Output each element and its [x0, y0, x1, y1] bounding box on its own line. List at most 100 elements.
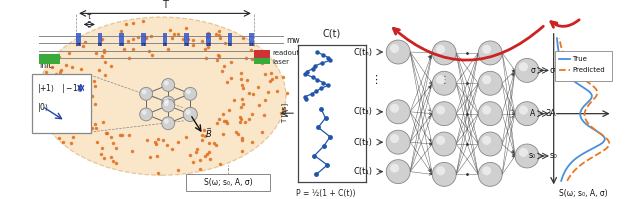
Circle shape — [519, 148, 528, 157]
Text: τ: τ — [87, 12, 92, 21]
Circle shape — [482, 136, 491, 145]
Text: 3: 3 — [545, 109, 551, 118]
Bar — [184, 33, 189, 46]
Circle shape — [164, 81, 169, 86]
Circle shape — [482, 45, 491, 54]
Text: π: π — [141, 42, 145, 47]
Circle shape — [436, 105, 445, 115]
Circle shape — [162, 99, 175, 112]
Circle shape — [140, 108, 152, 121]
Bar — [228, 33, 232, 46]
Text: σ: σ — [531, 66, 535, 75]
Circle shape — [432, 41, 456, 65]
Text: mw: mw — [286, 36, 300, 45]
Circle shape — [387, 40, 410, 64]
Circle shape — [387, 100, 410, 124]
Text: $|{+1}\rangle$: $|{+1}\rangle$ — [36, 82, 55, 95]
Text: σ: σ — [550, 66, 556, 75]
Circle shape — [478, 41, 502, 65]
Text: s₀: s₀ — [528, 151, 535, 160]
Circle shape — [162, 117, 175, 130]
Circle shape — [141, 110, 147, 115]
Circle shape — [436, 75, 445, 84]
Text: C(t₁): C(t₁) — [353, 167, 372, 176]
Circle shape — [515, 144, 539, 168]
Circle shape — [482, 75, 491, 84]
Bar — [40, 54, 60, 64]
Bar — [206, 33, 211, 46]
Circle shape — [186, 110, 191, 115]
Circle shape — [519, 62, 528, 71]
FancyBboxPatch shape — [186, 174, 270, 191]
Bar — [98, 33, 102, 46]
Circle shape — [183, 107, 197, 121]
Circle shape — [436, 136, 445, 145]
Circle shape — [436, 45, 445, 54]
Bar — [253, 50, 270, 58]
Text: P = ½(1 + C(t)): P = ½(1 + C(t)) — [296, 189, 356, 198]
Text: readout: readout — [272, 50, 300, 56]
Circle shape — [478, 132, 502, 156]
Circle shape — [519, 105, 528, 115]
Text: π: π — [228, 42, 232, 47]
Circle shape — [184, 87, 196, 100]
Text: $\vec{B}$: $\vec{B}$ — [205, 126, 212, 140]
Text: $|-1\rangle$: $|-1\rangle$ — [61, 82, 82, 95]
Circle shape — [482, 166, 491, 175]
Circle shape — [162, 96, 175, 109]
Circle shape — [164, 98, 169, 103]
Text: laser: laser — [272, 59, 289, 65]
Circle shape — [515, 102, 539, 126]
Circle shape — [432, 132, 456, 156]
Text: π: π — [206, 42, 210, 47]
Circle shape — [478, 71, 502, 95]
Bar — [141, 33, 146, 46]
Circle shape — [186, 110, 191, 115]
Circle shape — [141, 89, 147, 94]
Text: ⋮: ⋮ — [439, 75, 449, 85]
Bar — [249, 33, 253, 46]
Text: C(t): C(t) — [323, 28, 341, 38]
Circle shape — [436, 166, 445, 175]
Text: C(t₃): C(t₃) — [353, 107, 372, 116]
Text: ⋮: ⋮ — [370, 75, 381, 85]
Circle shape — [432, 102, 456, 126]
Text: $|0\rangle$: $|0\rangle$ — [36, 101, 49, 114]
Ellipse shape — [38, 17, 286, 175]
Text: π: π — [99, 42, 102, 47]
Bar — [163, 33, 167, 46]
Text: π: π — [185, 42, 188, 47]
Circle shape — [390, 134, 399, 143]
Circle shape — [390, 104, 399, 113]
Circle shape — [186, 89, 191, 94]
Bar — [120, 33, 124, 46]
Circle shape — [478, 162, 502, 186]
Text: s₀: s₀ — [550, 151, 557, 160]
Circle shape — [390, 44, 399, 53]
Text: S(ω; s₀, A, σ): S(ω; s₀, A, σ) — [559, 189, 607, 198]
Text: Init.: Init. — [40, 60, 54, 69]
Bar — [253, 54, 270, 64]
Text: π: π — [250, 42, 253, 47]
Circle shape — [162, 79, 175, 91]
FancyBboxPatch shape — [32, 74, 91, 133]
Circle shape — [164, 119, 169, 124]
Text: T [μs]: T [μs] — [282, 103, 289, 123]
Text: π: π — [120, 42, 124, 47]
Text: π: π — [163, 42, 167, 47]
Circle shape — [387, 130, 410, 154]
Text: A: A — [550, 109, 556, 118]
Text: π: π — [77, 42, 81, 47]
Circle shape — [432, 71, 456, 95]
Circle shape — [482, 105, 491, 115]
Text: True: True — [572, 56, 587, 62]
Circle shape — [390, 164, 399, 173]
Text: A: A — [530, 109, 535, 118]
Circle shape — [140, 87, 152, 100]
FancyBboxPatch shape — [555, 51, 612, 81]
Text: Predicted: Predicted — [572, 67, 605, 73]
Circle shape — [478, 102, 502, 126]
Circle shape — [164, 101, 169, 106]
Circle shape — [515, 59, 539, 82]
Text: C(t₂): C(t₂) — [353, 138, 372, 147]
